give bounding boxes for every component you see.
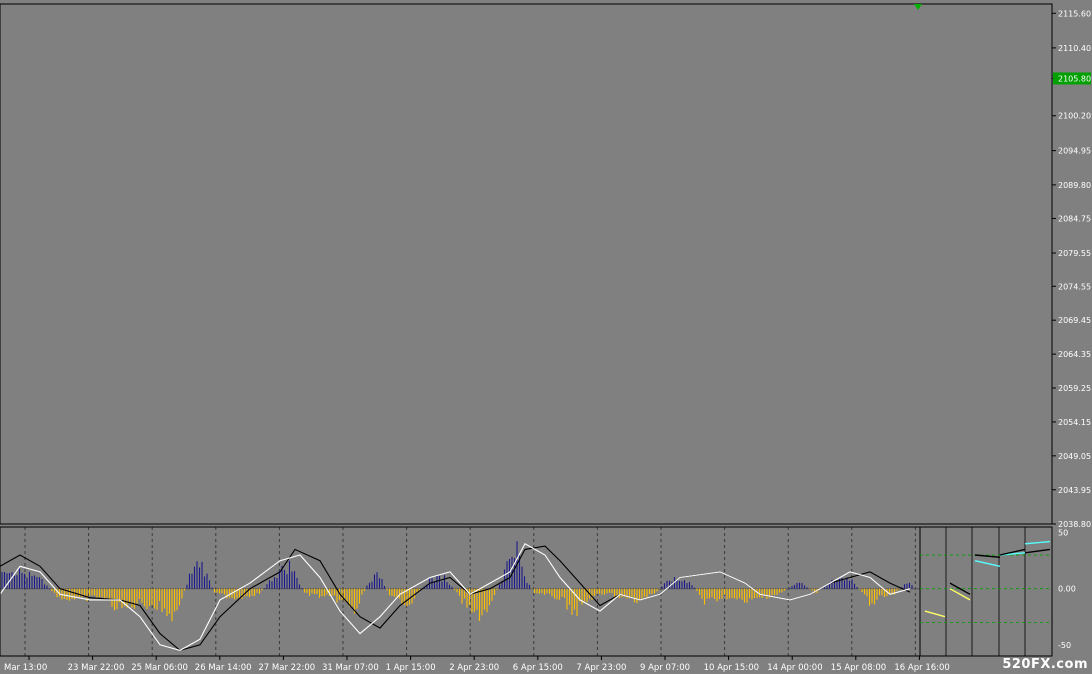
- price-axis-label: 2059.25: [1058, 384, 1091, 393]
- price-axis-label: 2105.80: [1058, 74, 1091, 83]
- time-axis-label: 25 Mar 06:00: [131, 663, 188, 673]
- green-triangle-icon: [914, 4, 922, 10]
- time-axis-label: 6 Apr 15:00: [513, 663, 563, 673]
- price-axis-label: 2089.80: [1058, 181, 1091, 190]
- price-axis-label: 2115.60: [1058, 9, 1091, 18]
- price-axis-label: 2094.95: [1058, 147, 1091, 156]
- time-axis-label: 9 Apr 07:00: [640, 663, 690, 673]
- frame: [0, 3, 1053, 657]
- price-axis-label: 2064.35: [1058, 350, 1091, 359]
- price-axis-label: 2049.05: [1058, 452, 1091, 461]
- time-axis-label: 26 Mar 14:00: [195, 663, 252, 673]
- price-axis-label: 2069.45: [1058, 316, 1091, 325]
- price-axis-label: 2084.75: [1058, 214, 1091, 223]
- oscillator-panel-frame: [0, 526, 1053, 657]
- subpanel-signal-line: [1024, 540, 1051, 545]
- subpanel-signal-line: [999, 548, 1026, 556]
- price-axis-label: 2054.15: [1058, 418, 1091, 427]
- time-axis-label: 31 Mar 07:00: [322, 663, 379, 673]
- price-axis-label: 2100.20: [1058, 112, 1091, 121]
- time-axis-label: 15 Apr 08:00: [831, 663, 886, 673]
- time-axis-label: Mar 13:00: [4, 663, 47, 673]
- price-panel-frame: [0, 3, 1053, 525]
- time-axis-label: 7 Apr 23:00: [576, 663, 626, 673]
- time-axis-label: 1 Apr 15:00: [386, 663, 436, 673]
- time-axis-label: 27 Mar 22:00: [258, 663, 315, 673]
- price-axis-label: 2079.55: [1058, 249, 1091, 258]
- oscillator-signal-white: [0, 543, 911, 651]
- oscillator-panel: [0, 527, 1052, 656]
- price-axis-label: 2110.40: [1058, 44, 1091, 53]
- subpanel-signal-line: [949, 582, 971, 595]
- subpanel-signal-line: [924, 610, 946, 618]
- time-axis-label: 10 Apr 15:00: [704, 663, 759, 673]
- oscillator-axis-label: -50: [1058, 641, 1071, 650]
- time-axis-label: 16 Apr 16:00: [894, 663, 949, 673]
- price-axis-label: 2043.95: [1058, 486, 1091, 495]
- axes: 2115.60 2110.40 2105.80 2100.20 2094.95 2089.…: [4, 9, 1091, 673]
- time-axis-label: 14 Apr 00:00: [767, 663, 822, 673]
- time-axis-label: 23 Mar 22:00: [68, 663, 125, 673]
- subpanel-signal-line: [1024, 548, 1051, 554]
- time-axis-label: 2 Apr 23:00: [449, 663, 499, 673]
- subpanel-signal-line: [974, 554, 1001, 558]
- current-price-badge: [1053, 72, 1091, 85]
- oscillator-axis-label: 0.00: [1058, 585, 1076, 594]
- subpanel-signal-line: [974, 560, 1001, 567]
- watermark: 520FX.com: [1002, 657, 1088, 672]
- subpanel-signal-line: [949, 588, 971, 601]
- oscillator-axis-label: 50: [1058, 529, 1068, 538]
- price-axis-label: 2074.55: [1058, 282, 1091, 291]
- price-axis-label: 2038.80: [1058, 520, 1091, 529]
